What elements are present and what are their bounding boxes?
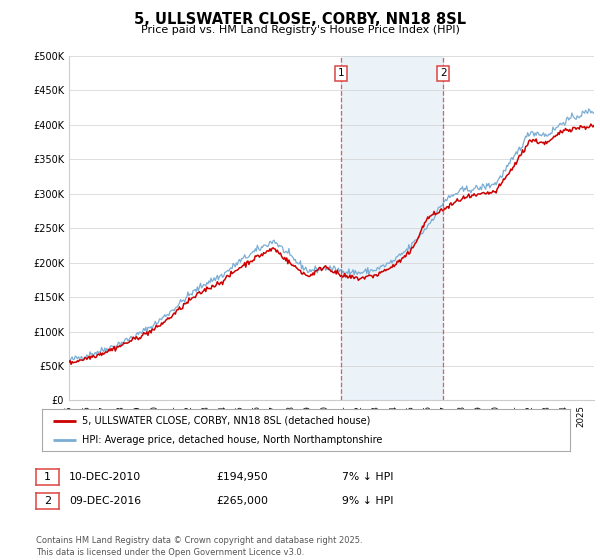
Text: 09-DEC-2016: 09-DEC-2016 [69,496,141,506]
Text: 1: 1 [44,472,51,482]
Text: £194,950: £194,950 [216,472,268,482]
Text: 10-DEC-2010: 10-DEC-2010 [69,472,141,482]
Bar [341,56,443,400]
Text: 5, ULLSWATER CLOSE, CORBY, NN18 8SL: 5, ULLSWATER CLOSE, CORBY, NN18 8SL [134,12,466,27]
Text: Contains HM Land Registry data © Crown copyright and database right 2025.
This d: Contains HM Land Registry data © Crown c… [36,536,362,557]
Text: 1: 1 [337,68,344,78]
Text: 5, ULLSWATER CLOSE, CORBY, NN18 8SL (detached house): 5, ULLSWATER CLOSE, CORBY, NN18 8SL (det… [82,416,370,426]
Text: Price paid vs. HM Land Registry's House Price Index (HPI): Price paid vs. HM Land Registry's House … [140,25,460,35]
Text: £265,000: £265,000 [216,496,268,506]
Text: 2: 2 [440,68,446,78]
Text: HPI: Average price, detached house, North Northamptonshire: HPI: Average price, detached house, Nort… [82,435,382,445]
Text: 7% ↓ HPI: 7% ↓ HPI [342,472,394,482]
Text: 9% ↓ HPI: 9% ↓ HPI [342,496,394,506]
Text: 2: 2 [44,496,51,506]
